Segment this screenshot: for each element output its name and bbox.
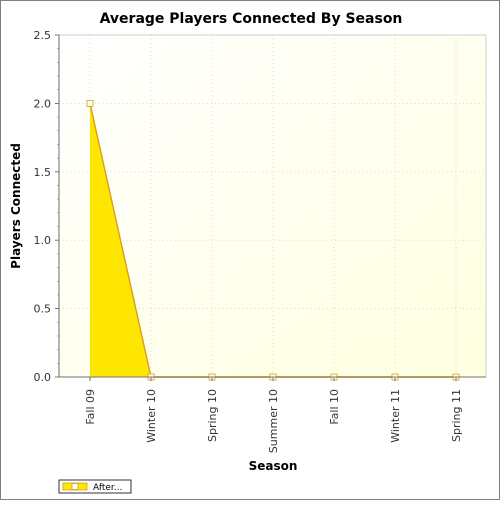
legend-marker [71, 483, 79, 490]
x-tick-label: Spring 11 [450, 389, 463, 442]
x-tick-label: Summer 10 [267, 389, 280, 453]
x-tick-label: Winter 10 [145, 389, 158, 443]
x-tick-label: Spring 10 [206, 389, 219, 442]
x-tick-label: Fall 10 [328, 389, 341, 425]
y-tick-label: 1.5 [34, 166, 52, 179]
y-axis-label: Players Connected [9, 143, 23, 269]
y-tick-label: 0.0 [34, 371, 52, 384]
data-point [86, 100, 94, 107]
series-area-fill [90, 103, 456, 378]
y-tick-label: 0.5 [34, 303, 52, 316]
x-tick-label: Winter 11 [389, 389, 402, 443]
legend: After... [58, 479, 132, 494]
x-axis: Fall 09 Winter 10 Spring 10 Summer 10 Fall 1… [59, 376, 486, 453]
x-tick-label: Fall 09 [84, 389, 97, 425]
y-tick-label: 2.5 [34, 29, 52, 42]
legend-label: After... [93, 483, 122, 493]
grid-lines [59, 34, 486, 377]
chart-title: Average Players Connected By Season [100, 11, 403, 27]
y-tick-label: 2.0 [34, 97, 52, 110]
y-tick-label: 1.0 [34, 234, 52, 247]
x-axis-label: Season [249, 459, 298, 473]
y-axis: 0.0 0.5 1.0 1.5 2.0 2.5 [34, 29, 60, 384]
